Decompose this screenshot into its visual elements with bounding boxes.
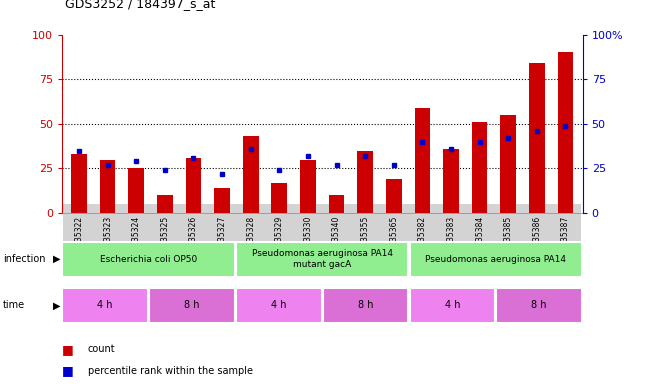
- Bar: [357, 151, 373, 213]
- Bar: [236, 288, 322, 323]
- Bar: [236, 242, 408, 277]
- Bar: [243, 136, 258, 213]
- Text: ▶: ▶: [53, 300, 61, 310]
- Bar: [100, 160, 115, 213]
- Bar: [329, 195, 344, 213]
- Text: 4 h: 4 h: [271, 300, 286, 310]
- Text: Pseudomonas aeruginosa PA14: Pseudomonas aeruginosa PA14: [425, 255, 566, 264]
- Text: ▶: ▶: [53, 254, 61, 264]
- Bar: [409, 242, 582, 277]
- Bar: [501, 115, 516, 213]
- Bar: [443, 149, 459, 213]
- Bar: [497, 288, 582, 323]
- Text: infection: infection: [3, 254, 46, 264]
- Text: Escherichia coli OP50: Escherichia coli OP50: [100, 255, 197, 264]
- Bar: [529, 63, 545, 213]
- Bar: [62, 288, 148, 323]
- Text: 4 h: 4 h: [98, 300, 113, 310]
- Bar: [415, 108, 430, 213]
- Bar: [300, 160, 316, 213]
- Text: time: time: [3, 300, 25, 310]
- Text: 8 h: 8 h: [531, 300, 547, 310]
- Bar: [558, 53, 574, 213]
- Text: 8 h: 8 h: [184, 300, 200, 310]
- Bar: [62, 242, 235, 277]
- Bar: [472, 122, 488, 213]
- Text: count: count: [88, 344, 115, 354]
- Bar: [214, 188, 230, 213]
- Text: 8 h: 8 h: [358, 300, 374, 310]
- Bar: [409, 288, 495, 323]
- Bar: [323, 288, 408, 323]
- Bar: [149, 288, 235, 323]
- Text: GDS3252 / 184397_s_at: GDS3252 / 184397_s_at: [65, 0, 215, 10]
- Bar: [386, 179, 402, 213]
- Text: ■: ■: [62, 343, 74, 356]
- Text: 4 h: 4 h: [445, 300, 460, 310]
- Bar: [71, 154, 87, 213]
- Text: ■: ■: [62, 364, 74, 377]
- Bar: [271, 183, 287, 213]
- Bar: [157, 195, 173, 213]
- Text: percentile rank within the sample: percentile rank within the sample: [88, 366, 253, 376]
- Bar: [128, 169, 144, 213]
- Bar: [186, 158, 201, 213]
- Text: Pseudomonas aeruginosa PA14
mutant gacA: Pseudomonas aeruginosa PA14 mutant gacA: [252, 250, 393, 269]
